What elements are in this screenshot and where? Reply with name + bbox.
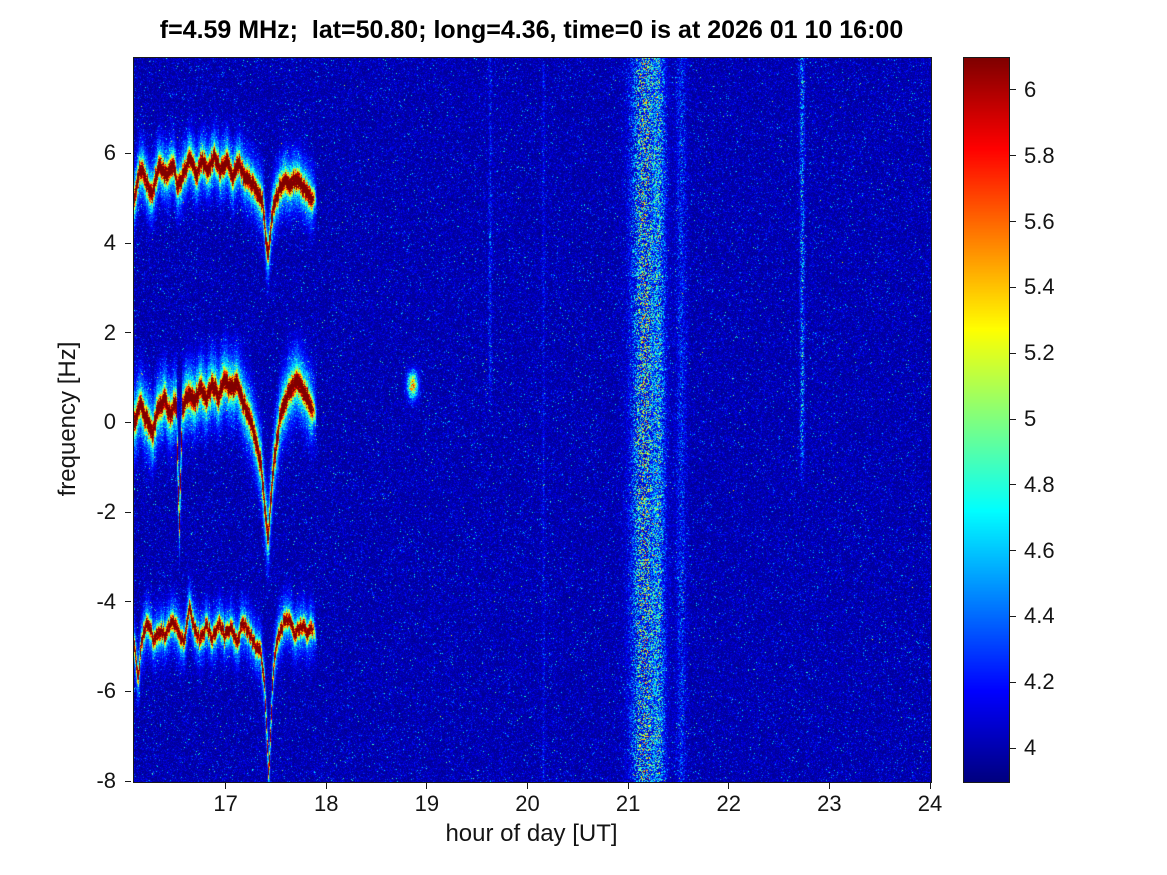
x-tick-mark [526, 783, 528, 789]
colorbar-tick-mark [1010, 747, 1016, 749]
x-tick-label: 18 [313, 791, 339, 816]
x-tick-label: 19 [414, 791, 440, 816]
y-tick-label: 0 [103, 409, 116, 435]
y-tick-label: -2 [96, 499, 116, 525]
x-tick-label: 22 [716, 791, 741, 816]
x-tick-mark [627, 783, 629, 789]
colorbar-tick-mark [1010, 550, 1016, 552]
colorbar [963, 57, 1010, 783]
colorbar-tick-label: 5 [1024, 406, 1037, 431]
colorbar-tick-label: 5.4 [1024, 274, 1055, 300]
colorbar-tick-label: 4.4 [1024, 603, 1055, 629]
colorbar-tick-label: 4 [1024, 735, 1037, 761]
colorbar-tick-label: 4.2 [1024, 669, 1055, 695]
colorbar-tick-mark [1010, 615, 1016, 617]
colorbar-tick-label: 5.6 [1024, 208, 1055, 234]
colorbar-tick-mark [1010, 155, 1016, 157]
y-tick-mark [125, 780, 131, 782]
y-tick-label: 4 [103, 230, 116, 256]
colorbar-tick-label: 4.8 [1024, 471, 1055, 497]
chart-title: f=4.59 MHz; lat=50.80; long=4.36, time=0… [159, 16, 904, 44]
x-tick-mark [426, 783, 428, 789]
y-tick-label: 2 [103, 319, 116, 345]
colorbar-canvas [964, 58, 1009, 782]
y-tick-label: -4 [96, 588, 116, 614]
x-tick-mark [325, 783, 327, 789]
colorbar-tick-mark [1010, 89, 1016, 91]
y-tick-mark [125, 242, 131, 244]
y-tick-mark [125, 690, 131, 692]
y-tick-mark [125, 332, 131, 334]
x-tick-label: 21 [615, 791, 641, 816]
colorbar-tick-label: 5.2 [1024, 340, 1055, 366]
spectrogram-plot-area [133, 57, 932, 783]
y-tick-label: -6 [96, 678, 116, 704]
colorbar-tick-mark [1010, 484, 1016, 486]
y-tick-mark [125, 601, 131, 603]
x-tick-label: 24 [917, 791, 943, 816]
y-tick-mark [125, 421, 131, 423]
x-tick-mark [929, 783, 931, 789]
y-tick-label: 6 [103, 140, 116, 166]
colorbar-tick-mark [1010, 418, 1016, 420]
spectrogram-canvas [134, 58, 931, 782]
colorbar-tick-label: 5.8 [1024, 142, 1055, 168]
colorbar-tick-mark [1010, 681, 1016, 683]
y-tick-label: -8 [96, 768, 116, 793]
colorbar-tick-mark [1010, 286, 1016, 288]
y-tick-mark [125, 511, 131, 513]
x-tick-label: 23 [817, 791, 842, 816]
x-tick-label: 17 [213, 791, 238, 816]
y-tick-mark [125, 152, 131, 154]
colorbar-tick-label: 4.6 [1024, 537, 1055, 563]
x-tick-mark [728, 783, 730, 789]
colorbar-tick-label: 6 [1024, 76, 1037, 102]
x-tick-label: 20 [515, 791, 540, 816]
colorbar-tick-mark [1010, 221, 1016, 223]
x-axis-label: hour of day [UT] [445, 820, 618, 847]
colorbar-tick-mark [1010, 352, 1016, 354]
x-tick-mark [225, 783, 227, 789]
x-tick-mark [828, 783, 830, 789]
